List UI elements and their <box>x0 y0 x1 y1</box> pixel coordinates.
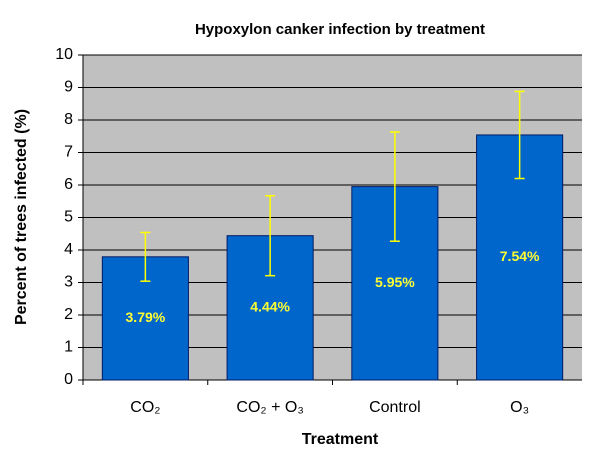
y-tick-label: 4 <box>64 241 73 258</box>
x-tick-label: O₃ <box>510 399 529 416</box>
x-axis-title: Treatment <box>302 431 379 448</box>
data-label: 4.44% <box>250 299 290 315</box>
x-tick-label: CO₂ <box>130 399 160 416</box>
y-tick-label: 6 <box>64 176 73 193</box>
y-tick-label: 9 <box>64 79 73 96</box>
y-axis-title: Percent of trees infected (%) <box>13 109 30 325</box>
data-label: 3.79% <box>126 309 166 325</box>
y-tick-label: 2 <box>64 306 73 323</box>
y-tick-label: 0 <box>64 371 73 388</box>
x-tick-label: Control <box>369 399 421 416</box>
y-tick-label: 10 <box>55 46 73 63</box>
data-label: 5.95% <box>375 274 415 290</box>
y-tick-label: 7 <box>64 144 73 161</box>
y-tick-label: 5 <box>64 209 73 226</box>
y-tick-label: 3 <box>64 274 73 291</box>
y-tick-label: 1 <box>64 339 73 356</box>
x-tick-label: CO₂ + O₃ <box>236 399 303 416</box>
data-label: 7.54% <box>500 248 540 264</box>
chart-title: Hypoxylon canker infection by treatment <box>195 21 485 38</box>
y-tick-label: 8 <box>64 111 73 128</box>
